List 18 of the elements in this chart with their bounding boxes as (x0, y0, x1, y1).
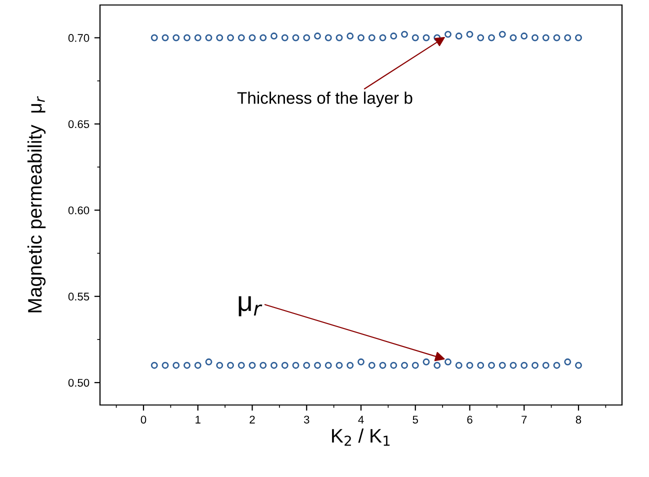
y-tick-label: 0.65 (68, 120, 90, 128)
y-tick-label: 0.60 (68, 206, 90, 214)
x-tick-label: 7 (522, 416, 527, 424)
x-tick-label: 0 (140, 416, 146, 424)
x-tick-label: 4 (358, 416, 364, 424)
x-tick-label: 8 (576, 416, 582, 424)
y-tick-label: 0.55 (68, 292, 90, 301)
x-tick-label: 1 (196, 416, 200, 424)
x-tick-label: 2 (250, 416, 255, 424)
y-axis-title: Magnetic permeability μ$_{r}$ (27, 96, 46, 312)
x-axis-title: K$_{2}$ / K$_{1}$ (332, 428, 390, 446)
x-tick-label: 6 (467, 416, 472, 424)
x-tick-label: 5 (412, 416, 418, 424)
y-tick-label: 0.70 (68, 34, 90, 42)
y-tick-label: 0.50 (68, 378, 90, 387)
annotation: μ$_{r}$ (238, 296, 262, 316)
annotation: Thickness of the layer b (237, 92, 412, 108)
x-tick-label: 3 (304, 416, 310, 424)
